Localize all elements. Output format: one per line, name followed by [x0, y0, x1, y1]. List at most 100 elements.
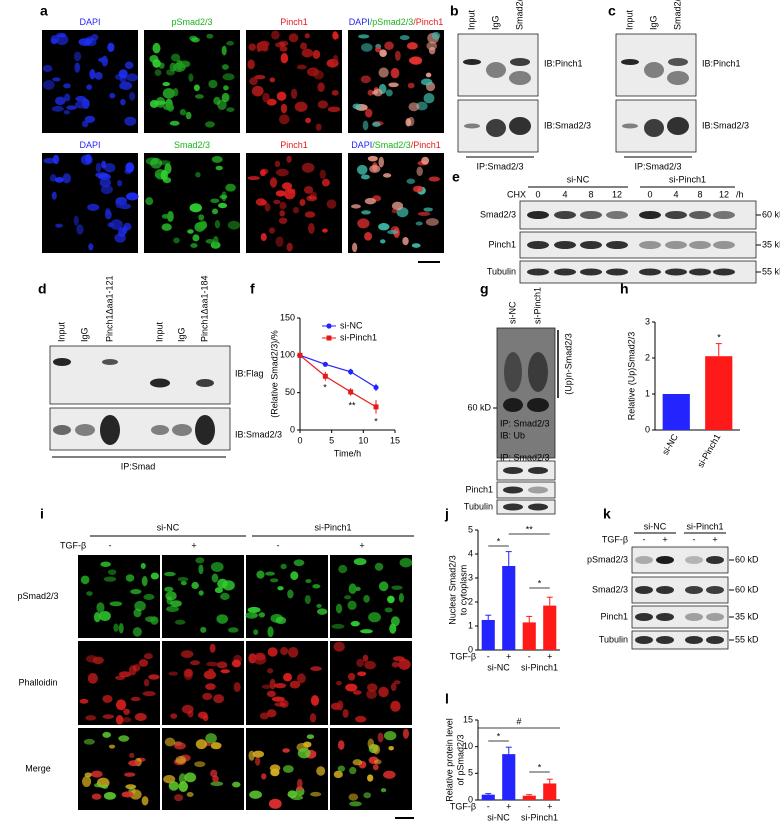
- condition-label: -: [109, 540, 112, 550]
- cell: [79, 698, 89, 704]
- blot-row-label: Tubulin: [599, 634, 628, 644]
- cell: [326, 199, 337, 209]
- cell: [363, 595, 370, 603]
- cell: [210, 198, 220, 204]
- cell: [161, 214, 169, 219]
- panel-letter: c: [608, 3, 616, 19]
- blot: [631, 605, 729, 629]
- cell: [287, 790, 298, 799]
- condition-label: -: [693, 534, 696, 544]
- blot-label: IB:Flag: [235, 368, 264, 378]
- label-part: Pinch1: [280, 17, 308, 27]
- cell: [281, 182, 293, 190]
- lane-label: IgG: [648, 15, 658, 30]
- cell: [102, 714, 115, 719]
- cell: [290, 571, 299, 580]
- cell: [206, 33, 214, 39]
- cell: [347, 672, 356, 681]
- group-label: si-NC: [644, 521, 667, 531]
- time-label: 8: [588, 189, 593, 199]
- cell: [52, 154, 60, 165]
- cell: [62, 173, 71, 184]
- band: [656, 556, 674, 564]
- cell: [99, 177, 112, 188]
- cell: [170, 713, 178, 719]
- image-label: Smad2/3: [174, 140, 210, 150]
- cell: [113, 623, 119, 632]
- cell: [357, 671, 367, 677]
- cell: [360, 75, 371, 84]
- cell: [267, 626, 274, 638]
- x-tick-label: 10: [358, 435, 368, 445]
- cell: [287, 188, 296, 194]
- cell: [150, 572, 160, 580]
- annotation: *: [323, 382, 327, 392]
- cell: [389, 623, 397, 634]
- label-part: Pinch1: [280, 140, 308, 150]
- blot: [496, 460, 556, 481]
- cell: [321, 178, 330, 187]
- band: [606, 211, 628, 219]
- cell: [367, 89, 374, 96]
- cell: [249, 790, 262, 799]
- panel-letter: h: [620, 281, 629, 297]
- cell: [118, 69, 128, 79]
- y-tick-label: 1: [645, 388, 650, 398]
- cell: [375, 46, 382, 53]
- band: [685, 613, 703, 621]
- cell: [310, 791, 322, 797]
- y-tick-label: 2: [645, 352, 650, 362]
- cell: [369, 165, 381, 173]
- cell: [96, 602, 105, 613]
- label-part: DAPI: [79, 140, 100, 150]
- cell: [74, 62, 81, 73]
- cell: [357, 218, 370, 229]
- panel-letter: e: [452, 169, 460, 185]
- band: [527, 398, 549, 412]
- legend-label: si-NC: [340, 320, 363, 330]
- x-tick-label: +: [547, 651, 552, 661]
- x-tick-label: +: [506, 651, 511, 661]
- blot-row-label: Pinch1: [488, 239, 516, 249]
- cell: [399, 35, 410, 41]
- band: [528, 486, 548, 494]
- cell: [209, 643, 216, 653]
- cell: [143, 593, 155, 600]
- cell: [216, 614, 229, 624]
- point: [373, 384, 379, 391]
- cell: [282, 748, 290, 753]
- cell: [248, 43, 257, 51]
- cell: [195, 171, 201, 178]
- marker-label: 35 kD: [735, 611, 759, 621]
- band: [635, 586, 653, 594]
- cell: [165, 591, 177, 601]
- cell: [50, 38, 58, 45]
- band: [689, 241, 711, 249]
- cell: [280, 52, 289, 64]
- condition-label: -: [277, 540, 280, 550]
- cell: [143, 653, 153, 660]
- label-part: DAPI: [349, 17, 370, 27]
- cell: [282, 765, 294, 773]
- cell: [211, 573, 219, 583]
- image-label: DAPI: [79, 17, 100, 27]
- time-label: 8: [697, 189, 702, 199]
- cell: [293, 559, 305, 567]
- y-tick-label: 150: [280, 312, 295, 322]
- cell: [191, 37, 200, 43]
- cell: [360, 629, 373, 634]
- cell: [316, 608, 328, 615]
- band: [685, 586, 703, 594]
- group-label: si-NC: [487, 662, 510, 672]
- cell: [372, 121, 381, 127]
- panel-letter: k: [603, 506, 611, 522]
- blot: [496, 327, 556, 459]
- cell: [118, 623, 124, 634]
- label-part: Smad2/3: [375, 140, 411, 150]
- cell: [103, 576, 117, 582]
- cell: [63, 110, 70, 115]
- cell: [247, 59, 255, 70]
- label-part: pSmad2/3: [171, 17, 212, 27]
- cell: [220, 669, 230, 674]
- blot-label: IB:Smad2/3: [544, 120, 591, 130]
